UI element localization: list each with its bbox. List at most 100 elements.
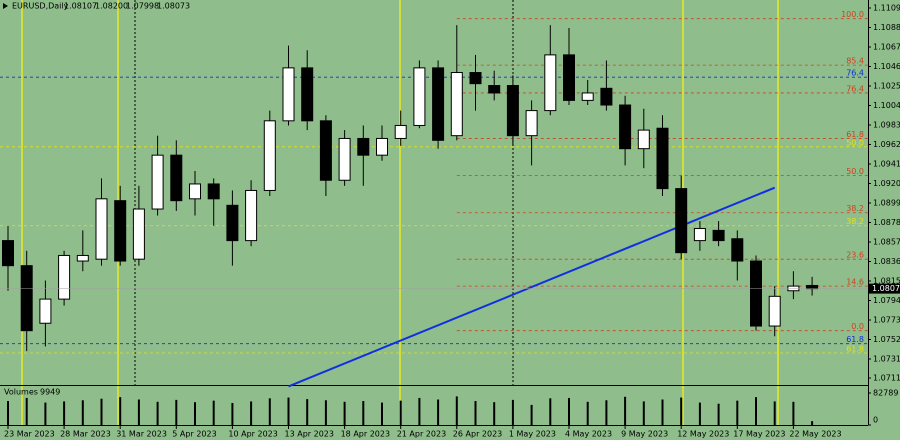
header-close: 1.08073	[157, 2, 190, 11]
candle-body-down	[207, 183, 220, 200]
candle-body-down	[750, 260, 762, 327]
y-tick-label: 1.10045	[873, 101, 900, 110]
level-label: 50.0	[846, 138, 864, 147]
level-label: 61.8	[846, 335, 864, 344]
candle-body-up	[581, 92, 594, 101]
candle-body-up	[189, 183, 201, 200]
volume-last: 9949	[40, 388, 60, 397]
candle-body-down	[506, 85, 519, 137]
candle-body-down	[712, 229, 725, 242]
candle-body-up	[58, 254, 71, 300]
x-tick-label: 23 Mar 2023	[4, 430, 55, 439]
candle-body-down	[563, 54, 575, 101]
x-tick-label: 13 Apr 2023	[285, 430, 334, 439]
symbol: EURUSD,Daily	[12, 2, 69, 11]
volume-tick-label: 82789	[873, 389, 898, 398]
level-label: 100.0	[841, 10, 864, 19]
x-tick-label: 1 May 2023	[509, 430, 556, 439]
header-low: 1.07998	[126, 2, 159, 11]
candle-body-down	[20, 265, 33, 332]
symbol-icon	[3, 3, 8, 9]
candle-body-down	[114, 200, 127, 262]
candle-body-down	[226, 204, 239, 242]
x-tick-label: 12 May 2023	[677, 430, 729, 439]
candle-body-down	[656, 127, 669, 190]
candle-body-up	[413, 67, 426, 126]
y-tick-label: 1.09205	[873, 179, 900, 188]
y-tick-label: 1.11095	[873, 3, 900, 12]
candle-body-down	[806, 284, 819, 290]
candle-body-down	[432, 67, 445, 141]
level-label: 14.6	[846, 278, 864, 287]
y-tick-label: 1.09835	[873, 120, 900, 129]
candle-body-down	[2, 240, 14, 267]
y-tick-label: 1.09625	[873, 140, 900, 149]
y-tick-label: 1.08785	[873, 218, 900, 227]
volume-label: Volumes	[4, 388, 38, 397]
header-open: 1.08107	[64, 2, 97, 11]
y-tick-label: 1.07735	[873, 315, 900, 324]
level-label: 38.2	[846, 217, 864, 226]
candle-body-up	[282, 67, 295, 122]
candle-body-down	[301, 67, 314, 122]
candle-body-up	[544, 54, 557, 112]
month-lines	[134, 0, 514, 385]
candle-body-up	[637, 129, 650, 150]
candle-body-up	[768, 295, 781, 327]
current-price-label: 1.08073	[872, 284, 900, 293]
candle-body-down	[357, 137, 370, 156]
x-tick-label: 4 May 2023	[565, 430, 612, 439]
candle-body-down	[319, 120, 332, 181]
x-tick-label: 31 Mar 2023	[116, 430, 167, 439]
candle-body-up	[76, 254, 89, 262]
candle-body-up	[394, 124, 407, 139]
candle-body-up	[338, 137, 351, 181]
candle-body-down	[469, 72, 482, 85]
y-tick-label: 1.07110	[873, 374, 900, 383]
candle-body-up	[39, 298, 52, 324]
x-tick-label: 22 May 2023	[789, 430, 841, 439]
candle-body-up	[245, 189, 258, 242]
y-tick-label: 1.09415	[873, 159, 900, 168]
level-label: 76.4	[846, 84, 864, 93]
volume-tick-label: 0	[873, 416, 878, 425]
x-tick-label: 5 Apr 2023	[172, 430, 216, 439]
x-tick-label: 21 Apr 2023	[397, 430, 446, 439]
x-tick-label: 26 Apr 2023	[453, 430, 502, 439]
x-tick-label: 28 Mar 2023	[60, 430, 111, 439]
candle-body-up	[693, 228, 706, 242]
x-tick-label: 18 Apr 2023	[341, 430, 390, 439]
y-tick-label: 1.10675	[873, 42, 900, 51]
header-high: 1.08200	[95, 2, 128, 11]
level-label: 76.4	[846, 69, 864, 78]
y-tick-label: 1.08995	[873, 198, 900, 207]
y-tick-label: 1.10465	[873, 62, 900, 71]
current-price-box	[869, 283, 900, 294]
candle-body-down	[675, 188, 688, 254]
x-tick-label: 17 May 2023	[733, 430, 785, 439]
y-tick-label: 1.07945	[873, 296, 900, 305]
y-tick-label: 1.07315	[873, 354, 900, 363]
x-tick-label: 10 Apr 2023	[228, 430, 277, 439]
candle-body-down	[170, 154, 183, 202]
level-label: 38.2	[846, 204, 864, 213]
candle-body-up	[376, 137, 388, 156]
candle-body-down	[619, 104, 632, 150]
level-label: 61.8	[846, 344, 864, 353]
y-tick-label: 1.08365	[873, 257, 900, 266]
candle-body-up	[132, 208, 145, 260]
y-tick-label: 1.08575	[873, 237, 900, 246]
candle-body-up	[151, 154, 164, 210]
candle-body-down	[488, 85, 501, 94]
level-label: 85.4	[846, 57, 864, 66]
x-tick-label: 9 May 2023	[621, 430, 668, 439]
candle-body-up	[525, 110, 538, 137]
y-tick-label: 1.07525	[873, 335, 900, 344]
candle-body-up	[263, 120, 276, 191]
candle-body-down	[600, 87, 613, 106]
trend-line	[288, 186, 776, 388]
y-tick-label: 1.10885	[873, 23, 900, 32]
candle-body-down	[731, 238, 744, 262]
